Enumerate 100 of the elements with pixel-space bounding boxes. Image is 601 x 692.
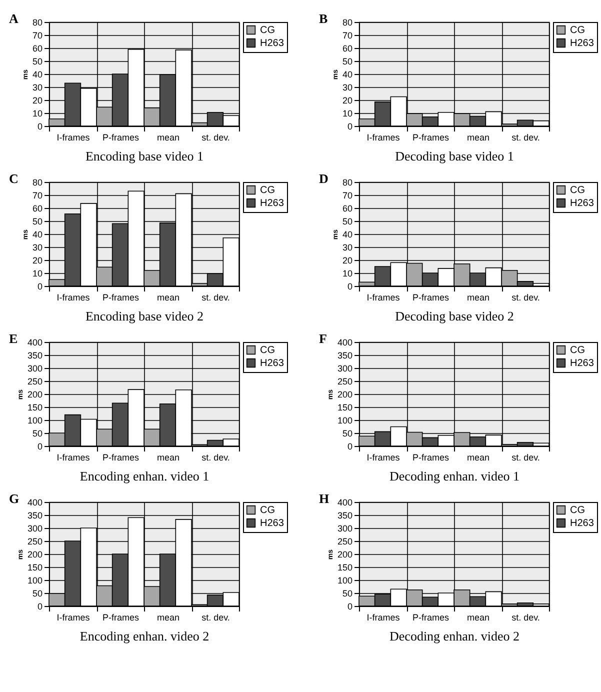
legend-label: H263 (260, 358, 284, 369)
x-tick-label: I-frames (56, 292, 90, 302)
y-tick-label: 150 (27, 402, 42, 412)
chart-title: H (319, 491, 330, 506)
x-axis-title: Decoding enhan. video 1 (390, 468, 520, 484)
y-tick-label: 300 (27, 524, 42, 534)
y-tick-label: 150 (27, 562, 42, 572)
y-tick-label: 40 (342, 70, 352, 80)
legend-label: CG (260, 505, 276, 516)
y-tick-label: 60 (342, 204, 352, 214)
chart-title: F (319, 331, 327, 346)
x-tick-label: mean (156, 292, 180, 302)
y-tick-label: 200 (27, 550, 42, 560)
y-tick-label: 350 (27, 350, 42, 360)
y-tick-label: 200 (337, 550, 352, 560)
legend-label: CG (570, 505, 586, 516)
x-tick-label: P-frames (412, 452, 450, 462)
y-tick-label: 10 (342, 268, 352, 278)
x-tick-label: I-frames (366, 612, 400, 622)
y-tick-label: 200 (337, 390, 352, 400)
y-tick-label: 250 (27, 376, 42, 386)
x-axis-title: Encoding base video 1 (85, 148, 204, 164)
legend-label: CG (570, 25, 586, 36)
x-tick-label: P-frames (412, 132, 450, 142)
x-tick-label: I-frames (56, 612, 90, 622)
legend-label: CG (570, 345, 586, 356)
y-tick-label: 50 (342, 216, 352, 226)
x-tick-label: I-frames (56, 452, 90, 462)
chart-title: C (9, 171, 18, 186)
x-tick-label: mean (466, 132, 490, 142)
legend-label: H263 (260, 518, 284, 529)
legend-label: H263 (260, 198, 284, 209)
x-tick-label: I-frames (56, 132, 90, 142)
legend-label: H263 (570, 358, 594, 369)
x-tick-label: P-frames (102, 292, 140, 302)
y-tick-label: 0 (347, 122, 352, 132)
y-tick-label: 40 (32, 230, 42, 240)
chart-title: E (9, 331, 18, 346)
y-tick-label: 400 (27, 498, 42, 508)
y-tick-label: 20 (32, 96, 42, 106)
y-tick-label: 80 (32, 178, 42, 188)
x-tick-label: st. dev. (202, 132, 230, 142)
y-tick-label: 150 (337, 402, 352, 412)
y-tick-label: 70 (32, 190, 42, 200)
legend-label: H263 (570, 518, 594, 529)
y-tick-label: 50 (32, 428, 42, 438)
y-tick-label: 0 (37, 122, 42, 132)
legend-label: CG (570, 185, 586, 196)
y-tick-label: 50 (342, 588, 352, 598)
y-tick-label: 50 (32, 216, 42, 226)
x-axis-title: Decoding enhan. video 2 (390, 628, 520, 644)
x-axis-title: Encoding base video 2 (85, 308, 204, 324)
chart-title: A (9, 11, 19, 26)
x-tick-label: mean (156, 612, 180, 622)
x-tick-label: mean (156, 452, 180, 462)
x-tick-label: mean (156, 132, 180, 142)
y-tick-label: 250 (27, 536, 42, 546)
y-tick-label: 350 (27, 510, 42, 520)
x-tick-label: I-frames (366, 132, 400, 142)
x-tick-label: P-frames (102, 132, 140, 142)
y-tick-label: 100 (27, 416, 42, 426)
y-tick-label: 250 (337, 536, 352, 546)
y-tick-label: 0 (37, 602, 42, 612)
legend-label: H263 (570, 198, 594, 209)
y-tick-label: 200 (27, 390, 42, 400)
y-tick-label: 30 (32, 82, 42, 92)
y-tick-label: 30 (342, 82, 352, 92)
y-tick-label: 350 (337, 510, 352, 520)
y-tick-label: 60 (32, 44, 42, 54)
x-tick-label: I-frames (366, 452, 400, 462)
y-tick-label: 0 (347, 282, 352, 292)
x-tick-label: st. dev. (512, 292, 540, 302)
legend-label: H263 (570, 38, 594, 49)
y-tick-label: 400 (337, 498, 352, 508)
y-tick-label: 70 (342, 190, 352, 200)
y-tick-label: 0 (37, 282, 42, 292)
x-tick-label: mean (466, 452, 490, 462)
legend-label: CG (260, 345, 276, 356)
y-tick-label: 100 (27, 576, 42, 586)
y-tick-label: 40 (32, 70, 42, 80)
x-axis-title: Decoding base video 2 (395, 308, 514, 324)
y-tick-label: 400 (337, 338, 352, 348)
x-tick-label: I-frames (366, 292, 400, 302)
y-tick-label: 50 (342, 428, 352, 438)
y-tick-label: 20 (342, 96, 352, 106)
chart-title: D (319, 171, 328, 186)
y-tick-label: 0 (37, 442, 42, 452)
y-tick-label: 30 (32, 242, 42, 252)
y-tick-label: 20 (342, 256, 352, 266)
y-tick-label: 20 (32, 256, 42, 266)
x-tick-label: st. dev. (202, 292, 230, 302)
y-tick-label: 50 (342, 56, 352, 66)
y-tick-label: 300 (27, 364, 42, 374)
chart-title: B (319, 11, 328, 26)
legend-label: H263 (260, 38, 284, 49)
y-tick-label: 150 (337, 562, 352, 572)
legend-label: CG (260, 185, 276, 196)
x-tick-label: st. dev. (202, 612, 230, 622)
y-tick-label: 250 (337, 376, 352, 386)
chart-title: G (9, 491, 20, 506)
